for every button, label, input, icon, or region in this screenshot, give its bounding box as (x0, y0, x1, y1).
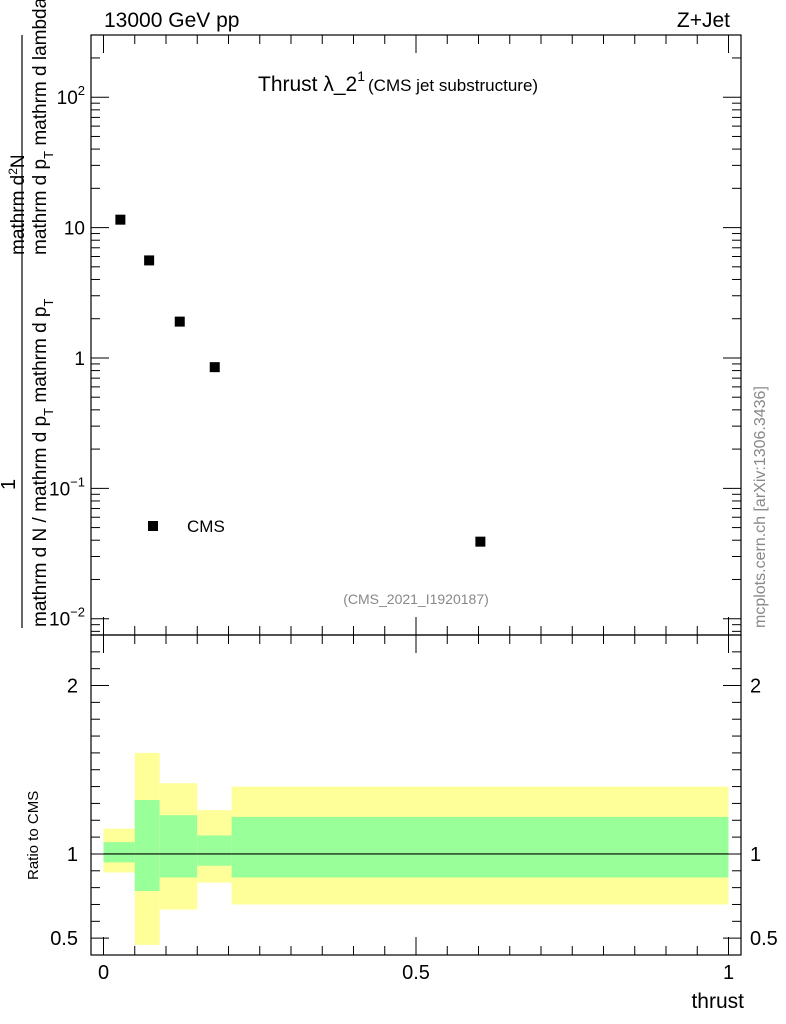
main-y-tick-label: 102 (57, 83, 85, 109)
ratio-inner-band-3 (197, 835, 232, 866)
ratio-panel: 0.5 0.51 12 2 0 0.5 1 Ratio to CMS thrust (25, 634, 778, 1013)
ratio-x-tick-labels: 0 0.5 1 (98, 962, 734, 984)
x-tick-label: 0.5 (402, 962, 430, 984)
side-source-label: mcplots.cern.ch [arXiv:1306.3436] (752, 386, 769, 628)
x-tick-label: 0 (98, 962, 109, 984)
analysis-watermark: (CMS_2021_I1920187) (343, 591, 489, 607)
header-process: Z+Jet (677, 9, 730, 32)
main-y-tick-label: 10 (64, 219, 85, 240)
x-tick-label: 1 (723, 962, 734, 984)
ratio-y-tick-label-left: 0.5 (50, 928, 78, 950)
ratio-y-tick-labels: 0.5 0.5 1 1 2 2 (50, 676, 778, 951)
legend-marker-cms (148, 521, 158, 531)
data-point-0 (115, 214, 126, 225)
ratio-y-tick-label-right: 0.5 (750, 928, 778, 950)
plot-title: Thrust λ_21 (CMS jet substructure) (258, 68, 538, 96)
cms-data-points (115, 214, 486, 547)
ratio-bands (103, 752, 729, 945)
data-point-4 (475, 536, 486, 547)
main-y-tick-label: 10−2 (49, 605, 85, 631)
ratio-frame (90, 634, 742, 956)
ratio-y-tick-label-right: 2 (750, 676, 761, 698)
header-energy: 13000 GeV pp (104, 9, 239, 32)
main-panel: 10−2 10−1 1 10 102 Thrust λ_21 (CMS jet subst… (0, 0, 769, 636)
ratio-inner-band-4 (231, 816, 729, 878)
main-y-axis-label: 1 mathrm d N / mathrm d pT mathrm d pT m… (0, 0, 56, 628)
data-point-1 (144, 255, 155, 266)
data-point-3 (209, 362, 220, 373)
ratio-y-axis-label: Ratio to CMS (25, 791, 42, 880)
ratio-y-tick-label-left: 1 (67, 844, 78, 866)
y-label-one: 1 (0, 479, 20, 490)
ratio-y-tick-label-right: 1 (750, 844, 761, 866)
main-y-tick-label: 1 (74, 349, 85, 370)
x-axis-label: thrust (691, 990, 744, 1013)
y-label-numerator-bottom: mathrm d pT mathrm d lambda (30, 0, 56, 255)
main-y-tick-labels: 10−2 10−1 1 10 102 (49, 83, 85, 631)
y-label-denominator: mathrm d N / mathrm d pT mathrm d pT (30, 299, 56, 628)
legend-label-cms: CMS (187, 517, 225, 536)
ratio-y-tick-label-left: 2 (67, 676, 78, 698)
main-y-tick-label: 10−1 (49, 474, 85, 500)
ratio-axis-ticks (91, 635, 741, 955)
ratio-inner-band-1 (134, 800, 160, 891)
ratio-inner-band-0 (103, 842, 135, 863)
ratio-inner-band-2 (159, 815, 198, 878)
y-label-numerator-top: mathrm d2N (6, 154, 29, 255)
main-frame (90, 34, 742, 636)
main-axis-ticks (91, 34, 741, 635)
data-point-2 (174, 316, 185, 327)
